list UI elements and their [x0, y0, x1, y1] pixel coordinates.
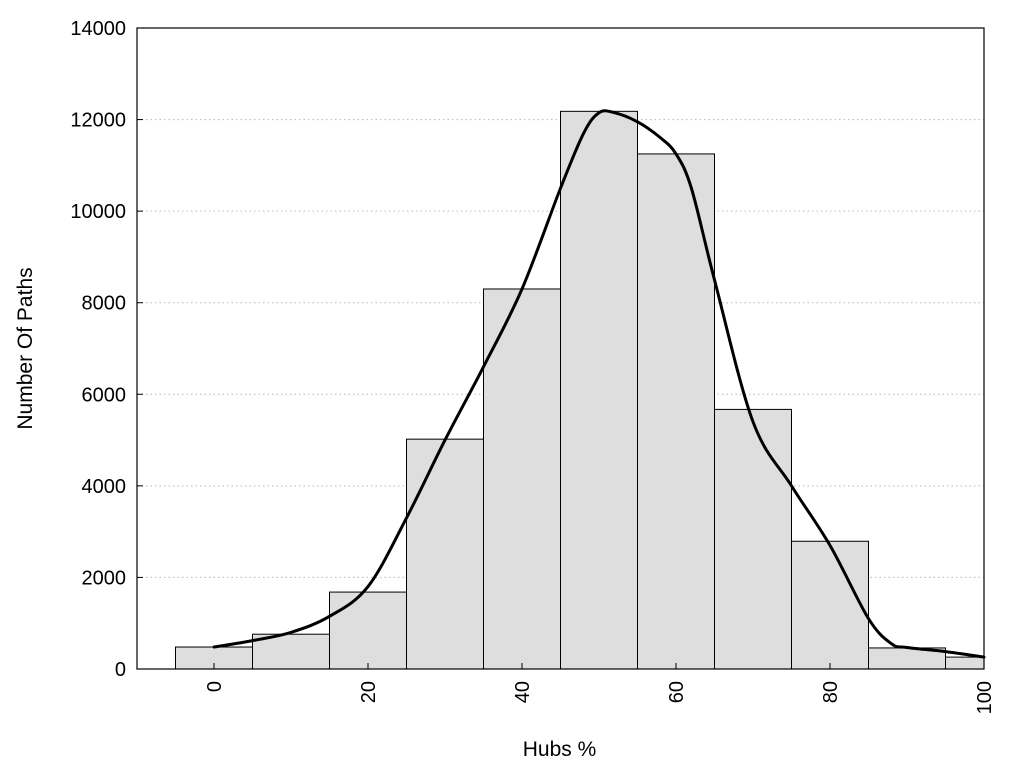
histogram-bars	[175, 110, 985, 670]
histogram-bar	[714, 408, 792, 670]
y-tick-label: 8000	[82, 293, 127, 315]
histogram-bar	[945, 656, 985, 670]
x-tick-label: 80	[820, 681, 842, 703]
y-tick-label: 6000	[82, 384, 127, 406]
x-tick-label: 100	[974, 681, 996, 714]
density-curve-group	[212, 109, 986, 659]
x-tick-label: 0	[204, 681, 226, 692]
histogram-bar	[406, 438, 484, 670]
y-tick-label: 10000	[70, 201, 126, 223]
y-tick-label: 0	[115, 659, 126, 681]
y-tick-label: 14000	[70, 18, 126, 40]
y-axis-title: Number Of Paths	[14, 267, 37, 429]
histogram-bar	[252, 633, 330, 670]
plot-frame	[136, 27, 985, 670]
histogram-bar	[329, 591, 407, 670]
x-tick-label: 20	[358, 681, 380, 703]
histogram-bar	[560, 110, 638, 670]
histogram-bar	[791, 540, 869, 670]
x-axis-title: Hubs %	[523, 738, 597, 761]
density-curve	[212, 109, 986, 659]
x-axis-ticks: 0 20 40 60 80 100	[204, 663, 996, 714]
y-tick-label: 4000	[82, 476, 127, 498]
x-tick-label: 60	[666, 681, 688, 703]
y-tick-label: 12000	[70, 110, 126, 132]
y-tick-label: 2000	[82, 567, 127, 589]
x-tick-label: 40	[512, 681, 534, 703]
y-axis-ticks: 0 2000 4000 6000 8000 10000 12000 14000	[70, 18, 143, 681]
